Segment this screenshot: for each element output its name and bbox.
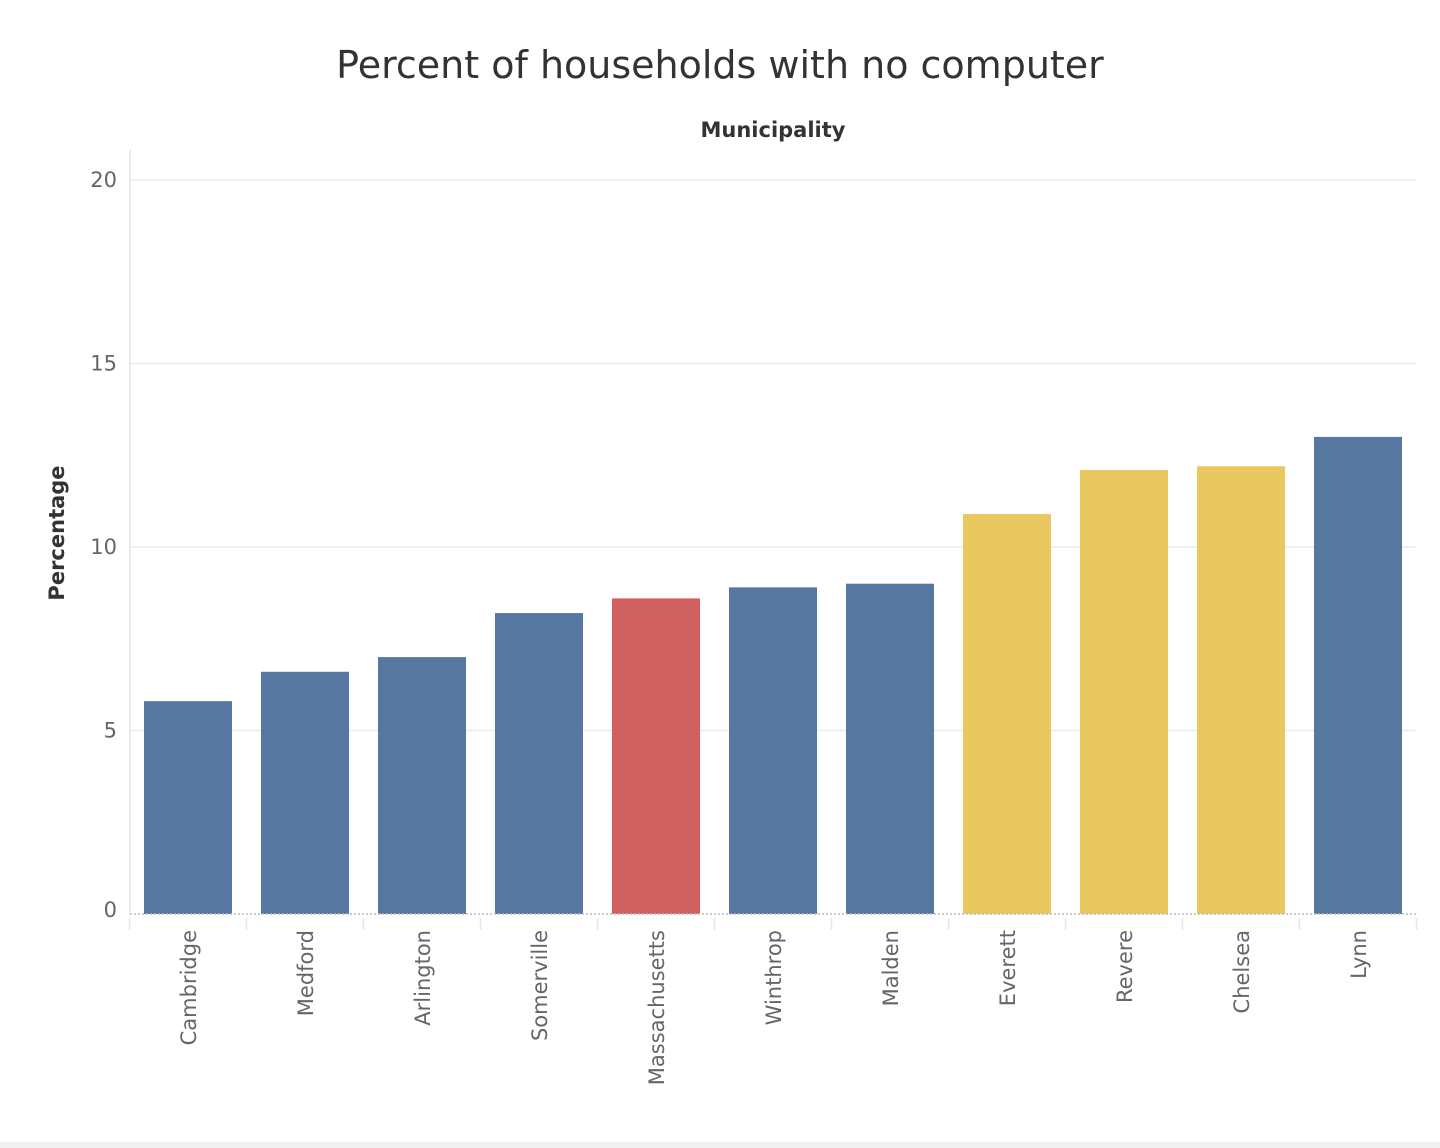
bar-winthrop[interactable] bbox=[729, 587, 817, 914]
y-tick-label: 10 bbox=[90, 535, 117, 559]
x-category-label-somerville: Somerville bbox=[528, 930, 552, 1041]
bar-somerville[interactable] bbox=[495, 613, 583, 914]
x-category-label-lynn: Lynn bbox=[1347, 930, 1371, 979]
bars bbox=[144, 436, 1402, 914]
x-category-label-arlington: Arlington bbox=[411, 930, 435, 1026]
bar-massachusetts[interactable] bbox=[612, 598, 700, 914]
column-header-label: Municipality bbox=[701, 118, 846, 142]
bar-medford[interactable] bbox=[261, 671, 349, 914]
x-category-label-chelsea: Chelsea bbox=[1230, 930, 1254, 1013]
bar-arlington[interactable] bbox=[378, 657, 466, 914]
x-category-label-revere: Revere bbox=[1113, 930, 1137, 1003]
x-category-label-massachusetts: Massachusetts bbox=[645, 930, 669, 1085]
y-tick-label: 20 bbox=[90, 168, 117, 192]
x-category-label-everett: Everett bbox=[996, 930, 1020, 1006]
bar-chelsea[interactable] bbox=[1197, 466, 1285, 914]
chart-title: Percent of households with no computer bbox=[336, 43, 1104, 87]
x-category-label-cambridge: Cambridge bbox=[177, 930, 201, 1045]
y-tick-label: 0 bbox=[104, 898, 117, 922]
footer-strip bbox=[0, 1142, 1440, 1148]
x-category-label-medford: Medford bbox=[294, 930, 318, 1016]
bar-lynn[interactable] bbox=[1314, 436, 1402, 914]
x-category-label-winthrop: Winthrop bbox=[762, 930, 786, 1025]
x-axis-separators bbox=[128, 918, 1418, 930]
bar-everett[interactable] bbox=[963, 513, 1051, 914]
x-axis-category-labels: Cambridge Medford Arlington Somerville Massa… bbox=[177, 930, 1371, 1085]
y-tick-label: 5 bbox=[104, 719, 117, 743]
y-axis-label: Percentage bbox=[45, 465, 69, 600]
y-axis-ticks: 0 5 10 15 20 bbox=[90, 168, 117, 922]
bar-cambridge[interactable] bbox=[144, 701, 232, 914]
x-category-label-malden: Malden bbox=[879, 930, 903, 1006]
y-tick-label: 15 bbox=[90, 352, 117, 376]
bar-malden[interactable] bbox=[846, 583, 934, 914]
bar-revere[interactable] bbox=[1080, 469, 1168, 914]
